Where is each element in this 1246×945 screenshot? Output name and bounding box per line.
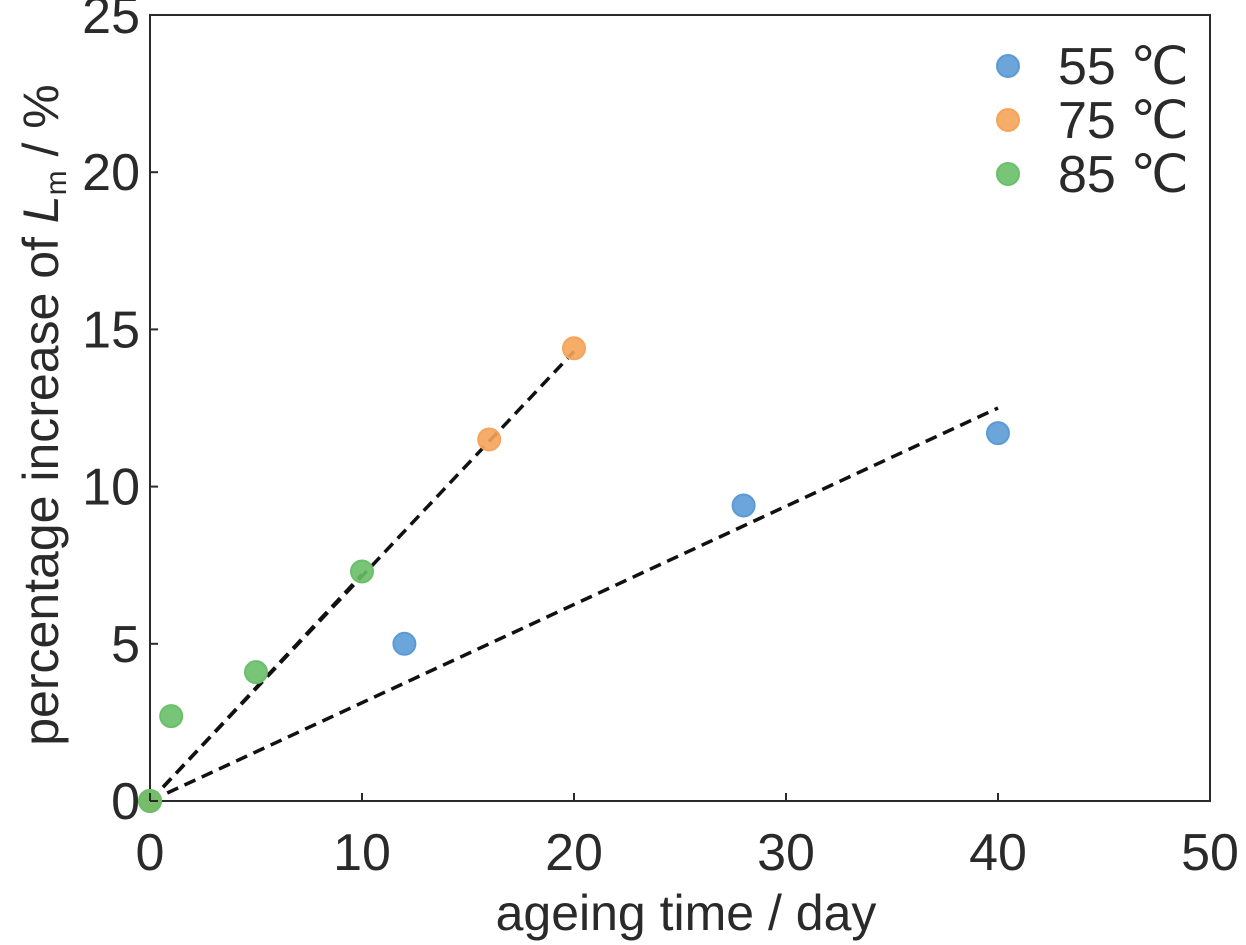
x-tick-label: 10 (333, 824, 391, 882)
data-point (159, 704, 184, 729)
data-point (562, 336, 586, 361)
y-axis-label-symbol: L (13, 195, 69, 223)
data-point (477, 427, 502, 452)
y-axis-label: percentage increase of Lm / % (13, 84, 73, 746)
x-tick-label: 30 (757, 824, 815, 882)
x-tick-label: 20 (545, 824, 603, 882)
legend-marker (996, 54, 1020, 78)
y-axis-label-subscript: m (40, 170, 73, 195)
data-point (392, 631, 417, 656)
legend-marker (996, 162, 1020, 186)
y-tick-label: 10 (82, 459, 140, 517)
data-points (138, 336, 1010, 813)
y-axis-label-suffix: / % (13, 84, 69, 170)
data-point (731, 493, 756, 518)
y-tick-label: 15 (82, 301, 140, 359)
fit-line (149, 406, 999, 803)
y-axis-label-prefix: percentage increase of (13, 223, 69, 746)
data-point (350, 559, 374, 584)
data-point (986, 421, 1010, 446)
legend: 55 ℃75 ℃85 ℃ (996, 38, 1189, 204)
fit-line (148, 573, 364, 803)
legend-label: 85 ℃ (1058, 146, 1189, 204)
data-point (244, 660, 268, 685)
legend-marker (996, 108, 1020, 132)
x-tick-label: 40 (969, 824, 1027, 882)
legend-label: 75 ℃ (1058, 92, 1189, 150)
x-tick-label: 50 (1181, 824, 1239, 882)
fit-lines (148, 350, 999, 803)
x-tick-label: 0 (136, 824, 165, 882)
axis-ticks: 0 10 20 30 40 50 0 5 10 15 20 25 (82, 0, 1239, 882)
plot-frame (149, 14, 1211, 802)
y-tick-label: 0 (111, 773, 140, 831)
y-tick-label: 20 (82, 144, 140, 202)
y-tick-label: 25 (82, 0, 140, 45)
x-axis-label: ageing time / day (496, 885, 877, 941)
legend-label: 55 ℃ (1058, 38, 1189, 96)
y-tick-label: 5 (111, 616, 140, 674)
